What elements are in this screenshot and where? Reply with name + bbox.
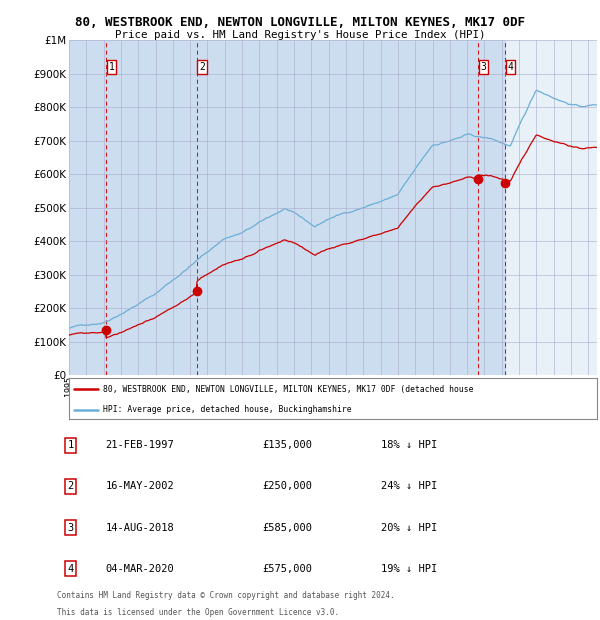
Bar — [197, 40, 478, 375]
Text: Price paid vs. HM Land Registry's House Price Index (HPI): Price paid vs. HM Land Registry's House … — [115, 30, 485, 40]
Text: 04-MAR-2020: 04-MAR-2020 — [106, 564, 175, 574]
Bar — [478, 40, 505, 375]
Text: 3: 3 — [481, 62, 487, 72]
Text: Contains HM Land Registry data © Crown copyright and database right 2024.: Contains HM Land Registry data © Crown c… — [57, 591, 395, 600]
Bar — [106, 40, 197, 375]
Text: £250,000: £250,000 — [262, 482, 312, 492]
Text: £585,000: £585,000 — [262, 523, 312, 533]
Text: 18% ↓ HPI: 18% ↓ HPI — [381, 440, 437, 450]
Text: 20% ↓ HPI: 20% ↓ HPI — [381, 523, 437, 533]
Text: 4: 4 — [508, 62, 513, 72]
Bar — [69, 40, 106, 375]
Text: 16-MAY-2002: 16-MAY-2002 — [106, 482, 175, 492]
Text: £575,000: £575,000 — [262, 564, 312, 574]
Text: 14-AUG-2018: 14-AUG-2018 — [106, 523, 175, 533]
Text: This data is licensed under the Open Government Licence v3.0.: This data is licensed under the Open Gov… — [57, 608, 339, 617]
Text: 2: 2 — [199, 62, 205, 72]
Text: 19% ↓ HPI: 19% ↓ HPI — [381, 564, 437, 574]
Text: £135,000: £135,000 — [262, 440, 312, 450]
Text: 3: 3 — [67, 523, 74, 533]
Text: 80, WESTBROOK END, NEWTON LONGVILLE, MILTON KEYNES, MK17 0DF (detached house: 80, WESTBROOK END, NEWTON LONGVILLE, MIL… — [103, 385, 474, 394]
Text: 21-FEB-1997: 21-FEB-1997 — [106, 440, 175, 450]
Text: 4: 4 — [67, 564, 74, 574]
Text: 1: 1 — [67, 440, 74, 450]
Text: 2: 2 — [67, 482, 74, 492]
Text: HPI: Average price, detached house, Buckinghamshire: HPI: Average price, detached house, Buck… — [103, 405, 352, 414]
Text: 80, WESTBROOK END, NEWTON LONGVILLE, MILTON KEYNES, MK17 0DF: 80, WESTBROOK END, NEWTON LONGVILLE, MIL… — [75, 16, 525, 29]
Text: 1: 1 — [109, 62, 115, 72]
Text: 24% ↓ HPI: 24% ↓ HPI — [381, 482, 437, 492]
